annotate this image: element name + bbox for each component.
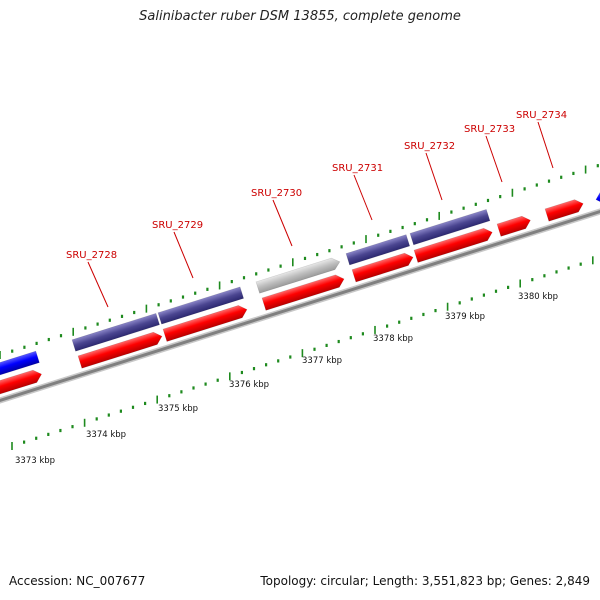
feature-gene-forward[interactable]	[413, 226, 494, 263]
label-leader-line	[173, 231, 194, 279]
feature-other-forward[interactable]	[255, 256, 342, 294]
label-leader-line	[272, 199, 293, 247]
label-leader-line	[87, 261, 109, 308]
scale-tick-label: 3379 kbp	[445, 312, 485, 322]
label-leader-line	[537, 121, 554, 169]
label-leader-line	[353, 174, 373, 221]
scale-tick-label: 3380 kbp	[518, 292, 558, 302]
feature-gene-forward[interactable]	[261, 273, 346, 311]
feature-track	[0, 189, 600, 397]
label-leader-line	[425, 152, 443, 201]
scale-tick-label: 3378 kbp	[373, 334, 413, 344]
feature-cds-forward[interactable]	[71, 312, 160, 352]
scale-tick-label: 3375 kbp	[158, 404, 198, 414]
gene-label: SRU_2733	[464, 124, 515, 135]
map-title: Salinibacter ruber DSM 13855, complete g…	[139, 9, 461, 24]
label-leader-line	[485, 135, 503, 183]
feature-gene-forward[interactable]	[351, 251, 415, 283]
gene-label: SRU_2734	[516, 110, 567, 121]
scale-tick-label: 3374 kbp	[86, 430, 126, 440]
scale-tick-label: 3377 kbp	[302, 356, 342, 366]
scale-tick-label: 3376 kbp	[229, 380, 269, 390]
feature-gene-forward[interactable]	[162, 303, 249, 342]
gene-label: SRU_2729	[152, 220, 203, 231]
scale-labels: 3373 kbp 3374 kbp 3375 kbp 3376 kbp 3377 kbp…	[15, 292, 558, 466]
gene-label: SRU_2728	[66, 250, 117, 261]
accession-text: Accession: NC_007677	[9, 574, 146, 588]
feature-gene-reverse[interactable]	[594, 189, 600, 206]
gene-label: SRU_2730	[251, 188, 302, 199]
feature-gene-forward[interactable]	[544, 197, 585, 222]
inner-tick-track	[11, 256, 594, 450]
backbone	[0, 208, 600, 404]
outer-tick-track	[0, 164, 599, 359]
gene-label: SRU_2731	[332, 163, 383, 174]
scale-tick-label: 3373 kbp	[15, 456, 55, 466]
genome-summary: Topology: circular; Length: 3,551,823 bp…	[260, 574, 590, 588]
feature-gene-forward[interactable]	[77, 330, 164, 369]
feature-gene-forward[interactable]	[496, 214, 532, 237]
gene-label: SRU_2732	[404, 141, 455, 152]
feature-cds-forward[interactable]	[345, 234, 411, 266]
feature-gene-forward[interactable]	[0, 368, 44, 397]
feature-gene-reverse[interactable]	[0, 350, 40, 377]
feature-labels: SRU_2728 SRU_2729 SRU_2730 SRU_2731 SRU_2732…	[66, 110, 567, 308]
feature-cds-forward[interactable]	[157, 286, 245, 325]
feature-cds-forward[interactable]	[409, 208, 491, 246]
